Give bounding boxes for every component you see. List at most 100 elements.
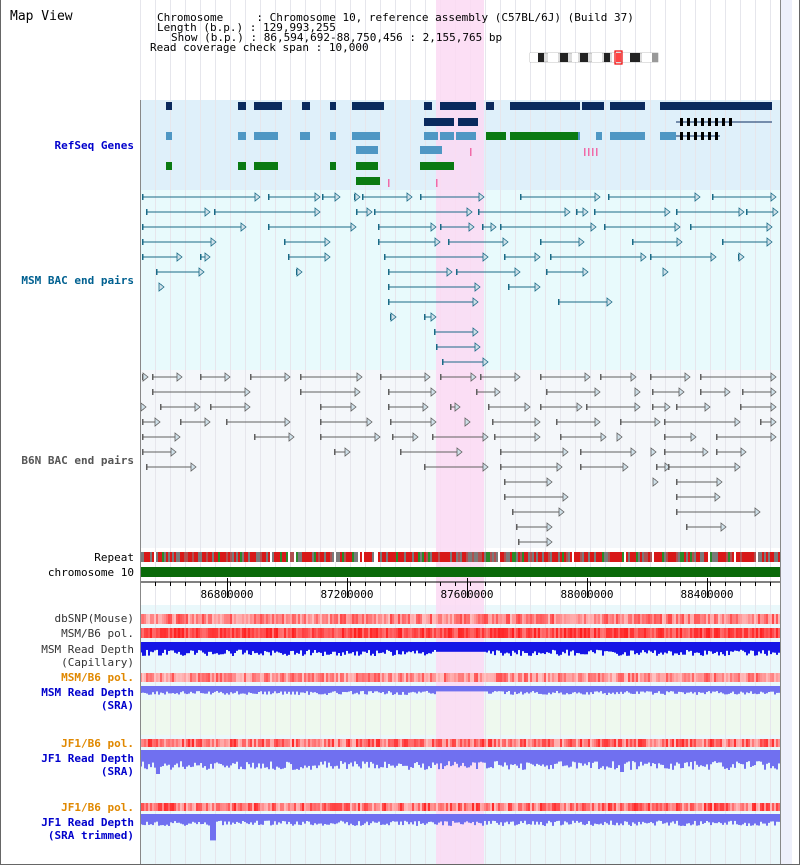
read-depth-bar (556, 642, 558, 655)
read-depth-bar (442, 686, 444, 692)
polymorphism-cell (162, 628, 164, 638)
read-depth-bar (270, 642, 272, 656)
polymorphism-cell (692, 739, 694, 747)
polymorphism-cell (230, 739, 232, 747)
read-depth-bar (544, 814, 546, 826)
polymorphism-cell (682, 614, 684, 624)
read-depth-bar (424, 642, 426, 656)
polymorphism-cell (732, 803, 734, 811)
polymorphism-cell (432, 673, 434, 682)
read-depth-bar (528, 686, 530, 694)
polymorphism-cell (382, 803, 384, 811)
polymorphism-cell (182, 628, 184, 638)
bac-end (586, 404, 588, 410)
polymorphism-cell (158, 739, 160, 747)
read-depth-bar (240, 814, 242, 824)
read-depth-bar (700, 686, 702, 693)
polymorphism-cell (564, 673, 566, 682)
read-depth-bar (474, 642, 476, 652)
read-depth-bar (666, 686, 668, 692)
polymorphism-cell (496, 739, 498, 747)
read-depth-bar (254, 642, 256, 654)
read-depth-bar (570, 750, 572, 767)
read-depth-bar (588, 814, 590, 822)
track-label-msm-pol2[interactable]: MSM/B6 pol. (61, 671, 134, 684)
read-depth-bar (646, 814, 648, 824)
repeat-block (644, 552, 646, 562)
polymorphism-cell (682, 673, 684, 682)
polymorphism-cell (522, 628, 524, 638)
polymorphism-cell (722, 739, 724, 747)
track-label-msm-pol[interactable]: MSM/B6 pol. (61, 627, 134, 640)
read-depth-bar (668, 750, 670, 769)
polymorphism-cell (686, 673, 688, 682)
track-label-refseq[interactable]: RefSeq Genes (54, 139, 134, 152)
track-label-jf1-pol2[interactable]: JF1/B6 pol. (61, 801, 134, 814)
polymorphism-cell (200, 739, 202, 747)
polymorphism-cell (748, 628, 750, 638)
read-depth-bar (382, 642, 384, 653)
polymorphism-cell (210, 614, 212, 624)
polymorphism-cell (158, 673, 160, 682)
read-depth-bar (394, 814, 396, 822)
polymorphism-cell (198, 673, 200, 682)
gene-exon (610, 102, 645, 110)
read-depth-bar (524, 642, 526, 653)
repeat-block (520, 552, 522, 562)
polymorphism-cell (298, 673, 300, 682)
repeat-block (754, 552, 756, 562)
polymorphism-cell (602, 614, 604, 624)
track-label-jf1-pol[interactable]: JF1/B6 pol. (61, 737, 134, 750)
polymorphism-cell (144, 739, 146, 747)
polymorphism-cell (516, 739, 518, 747)
polymorphism-cell (438, 673, 440, 682)
polymorphism-cell (712, 614, 714, 624)
polymorphism-cell (174, 673, 176, 682)
track-label-jf1-depth[interactable]: JF1 Read Depth (41, 752, 134, 765)
polymorphism-cell (518, 673, 520, 682)
polymorphism-cell (180, 673, 182, 682)
polymorphism-cell (494, 614, 496, 624)
track-label-jf1-trim[interactable]: JF1 Read Depth (41, 816, 134, 829)
polymorphism-cell (388, 614, 390, 624)
polymorphism-cell (368, 673, 370, 682)
track-label-msm-bac[interactable]: MSM BAC end pairs (21, 274, 134, 287)
polymorphism-cell (568, 739, 570, 747)
read-depth-bar (288, 814, 290, 822)
read-depth-bar (696, 814, 698, 826)
polymorphism-cell (744, 628, 746, 638)
repeat-block (324, 552, 326, 562)
read-depth-bar (156, 750, 158, 774)
polymorphism-cell (472, 673, 474, 682)
polymorphism-cell (366, 803, 368, 811)
read-depth-bar (460, 642, 462, 652)
polymorphism-cell (732, 614, 734, 624)
track-label-dbsnp[interactable]: dbSNP(Mouse) (54, 612, 134, 625)
read-depth-bar (426, 814, 428, 824)
track-label-msm-depth-cap[interactable]: MSM Read Depth (41, 643, 134, 656)
polymorphism-cell (164, 628, 166, 638)
gene-exon (452, 102, 476, 110)
bac-end-arrow (650, 447, 657, 457)
bac-end (142, 224, 144, 230)
polymorphism-cell (716, 673, 718, 682)
read-depth-bar (452, 686, 454, 692)
polymorphism-cell (496, 673, 498, 682)
polymorphism-cell (518, 628, 520, 638)
track-label-msm-depth-sra[interactable]: MSM Read Depth (41, 686, 134, 699)
polymorphism-cell (682, 739, 684, 747)
polymorphism-cell (184, 739, 186, 747)
read-depth-bar (656, 642, 658, 656)
read-depth-bar (550, 686, 552, 695)
read-depth-bar (700, 642, 702, 656)
polymorphism-cell (434, 803, 436, 811)
track-label-repeat[interactable]: Repeat (94, 551, 134, 564)
bac-end-arrow (770, 417, 777, 427)
polymorphism-cell (360, 673, 362, 682)
polymorphism-cell (762, 628, 764, 638)
track-label-b6n-bac[interactable]: B6N BAC end pairs (21, 454, 134, 467)
polymorphism-cell (662, 803, 664, 811)
track-label-chromosome[interactable]: chromosome 10 (47, 566, 134, 579)
polymorphism-cell (424, 739, 426, 747)
